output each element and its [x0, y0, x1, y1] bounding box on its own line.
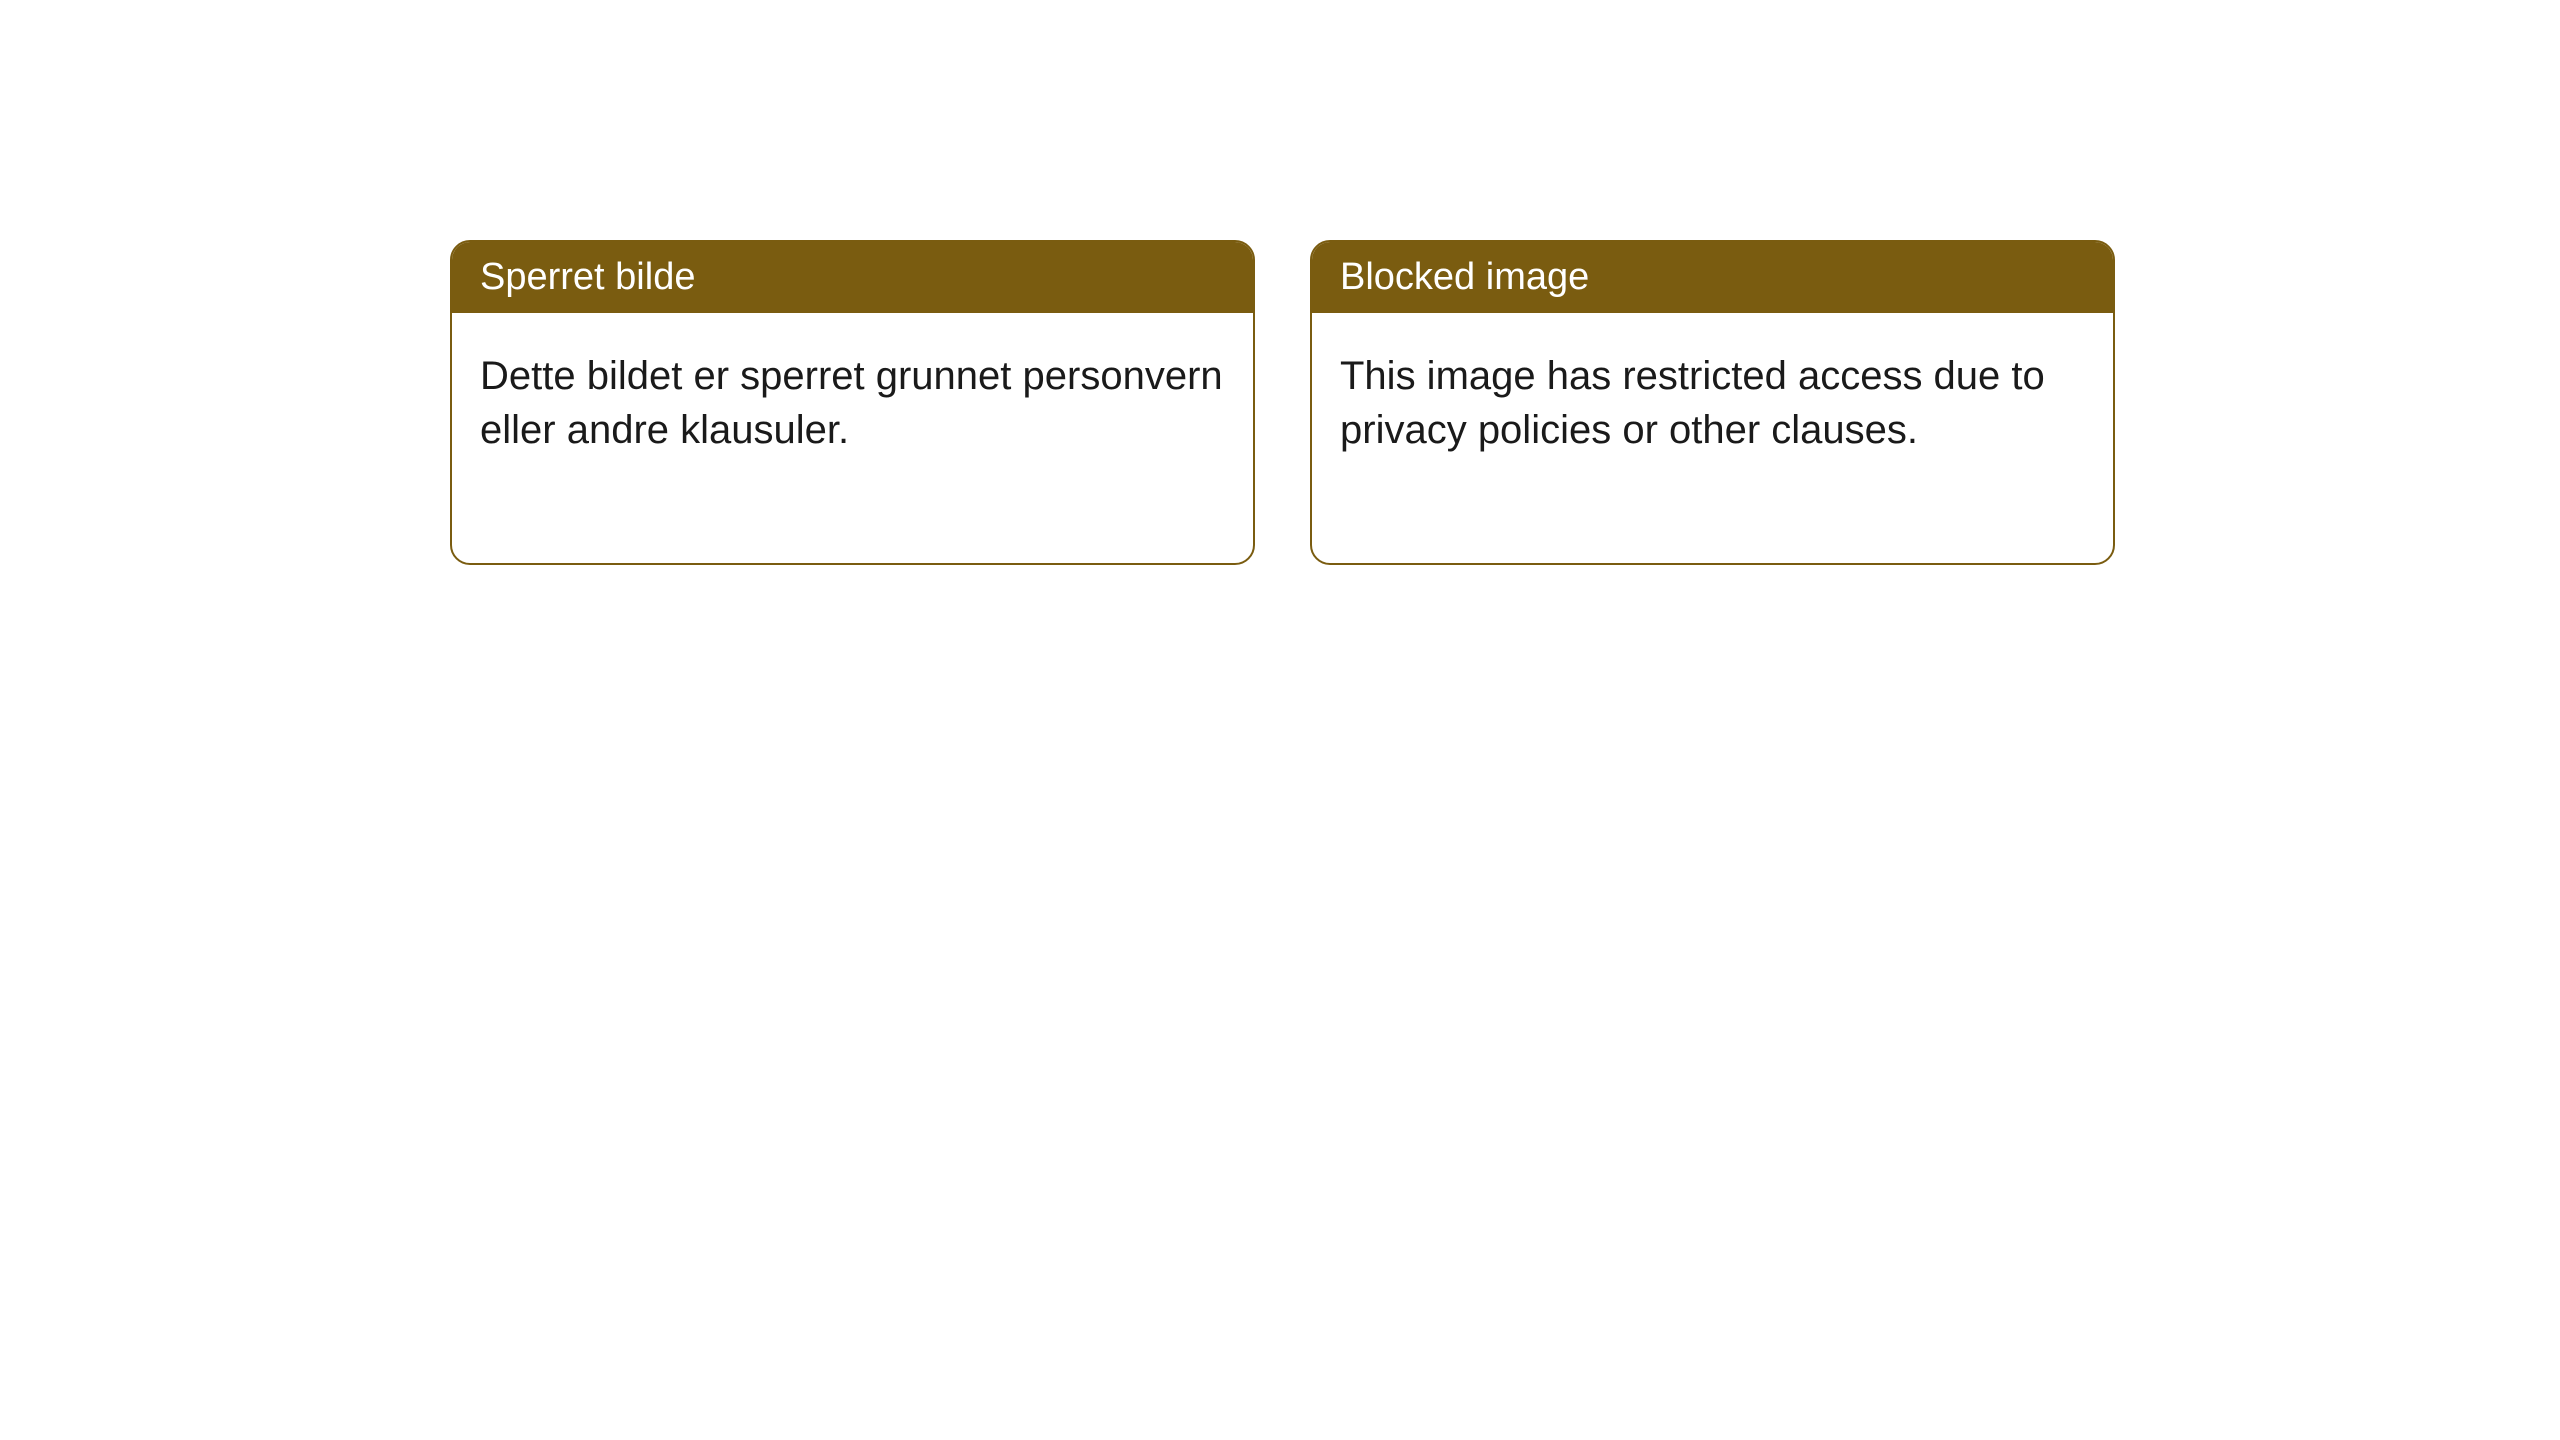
notice-card-no: Sperret bilde Dette bildet er sperret gr… [450, 240, 1255, 565]
card-header: Blocked image [1312, 242, 2113, 313]
card-body: Dette bildet er sperret grunnet personve… [452, 313, 1253, 563]
card-body: This image has restricted access due to … [1312, 313, 2113, 563]
card-title: Sperret bilde [480, 256, 695, 298]
card-body-text: This image has restricted access due to … [1340, 354, 2045, 452]
card-body-text: Dette bildet er sperret grunnet personve… [480, 354, 1223, 452]
card-title: Blocked image [1340, 256, 1589, 298]
notice-card-en: Blocked image This image has restricted … [1310, 240, 2115, 565]
notice-container: Sperret bilde Dette bildet er sperret gr… [450, 240, 2115, 565]
card-header: Sperret bilde [452, 242, 1253, 313]
